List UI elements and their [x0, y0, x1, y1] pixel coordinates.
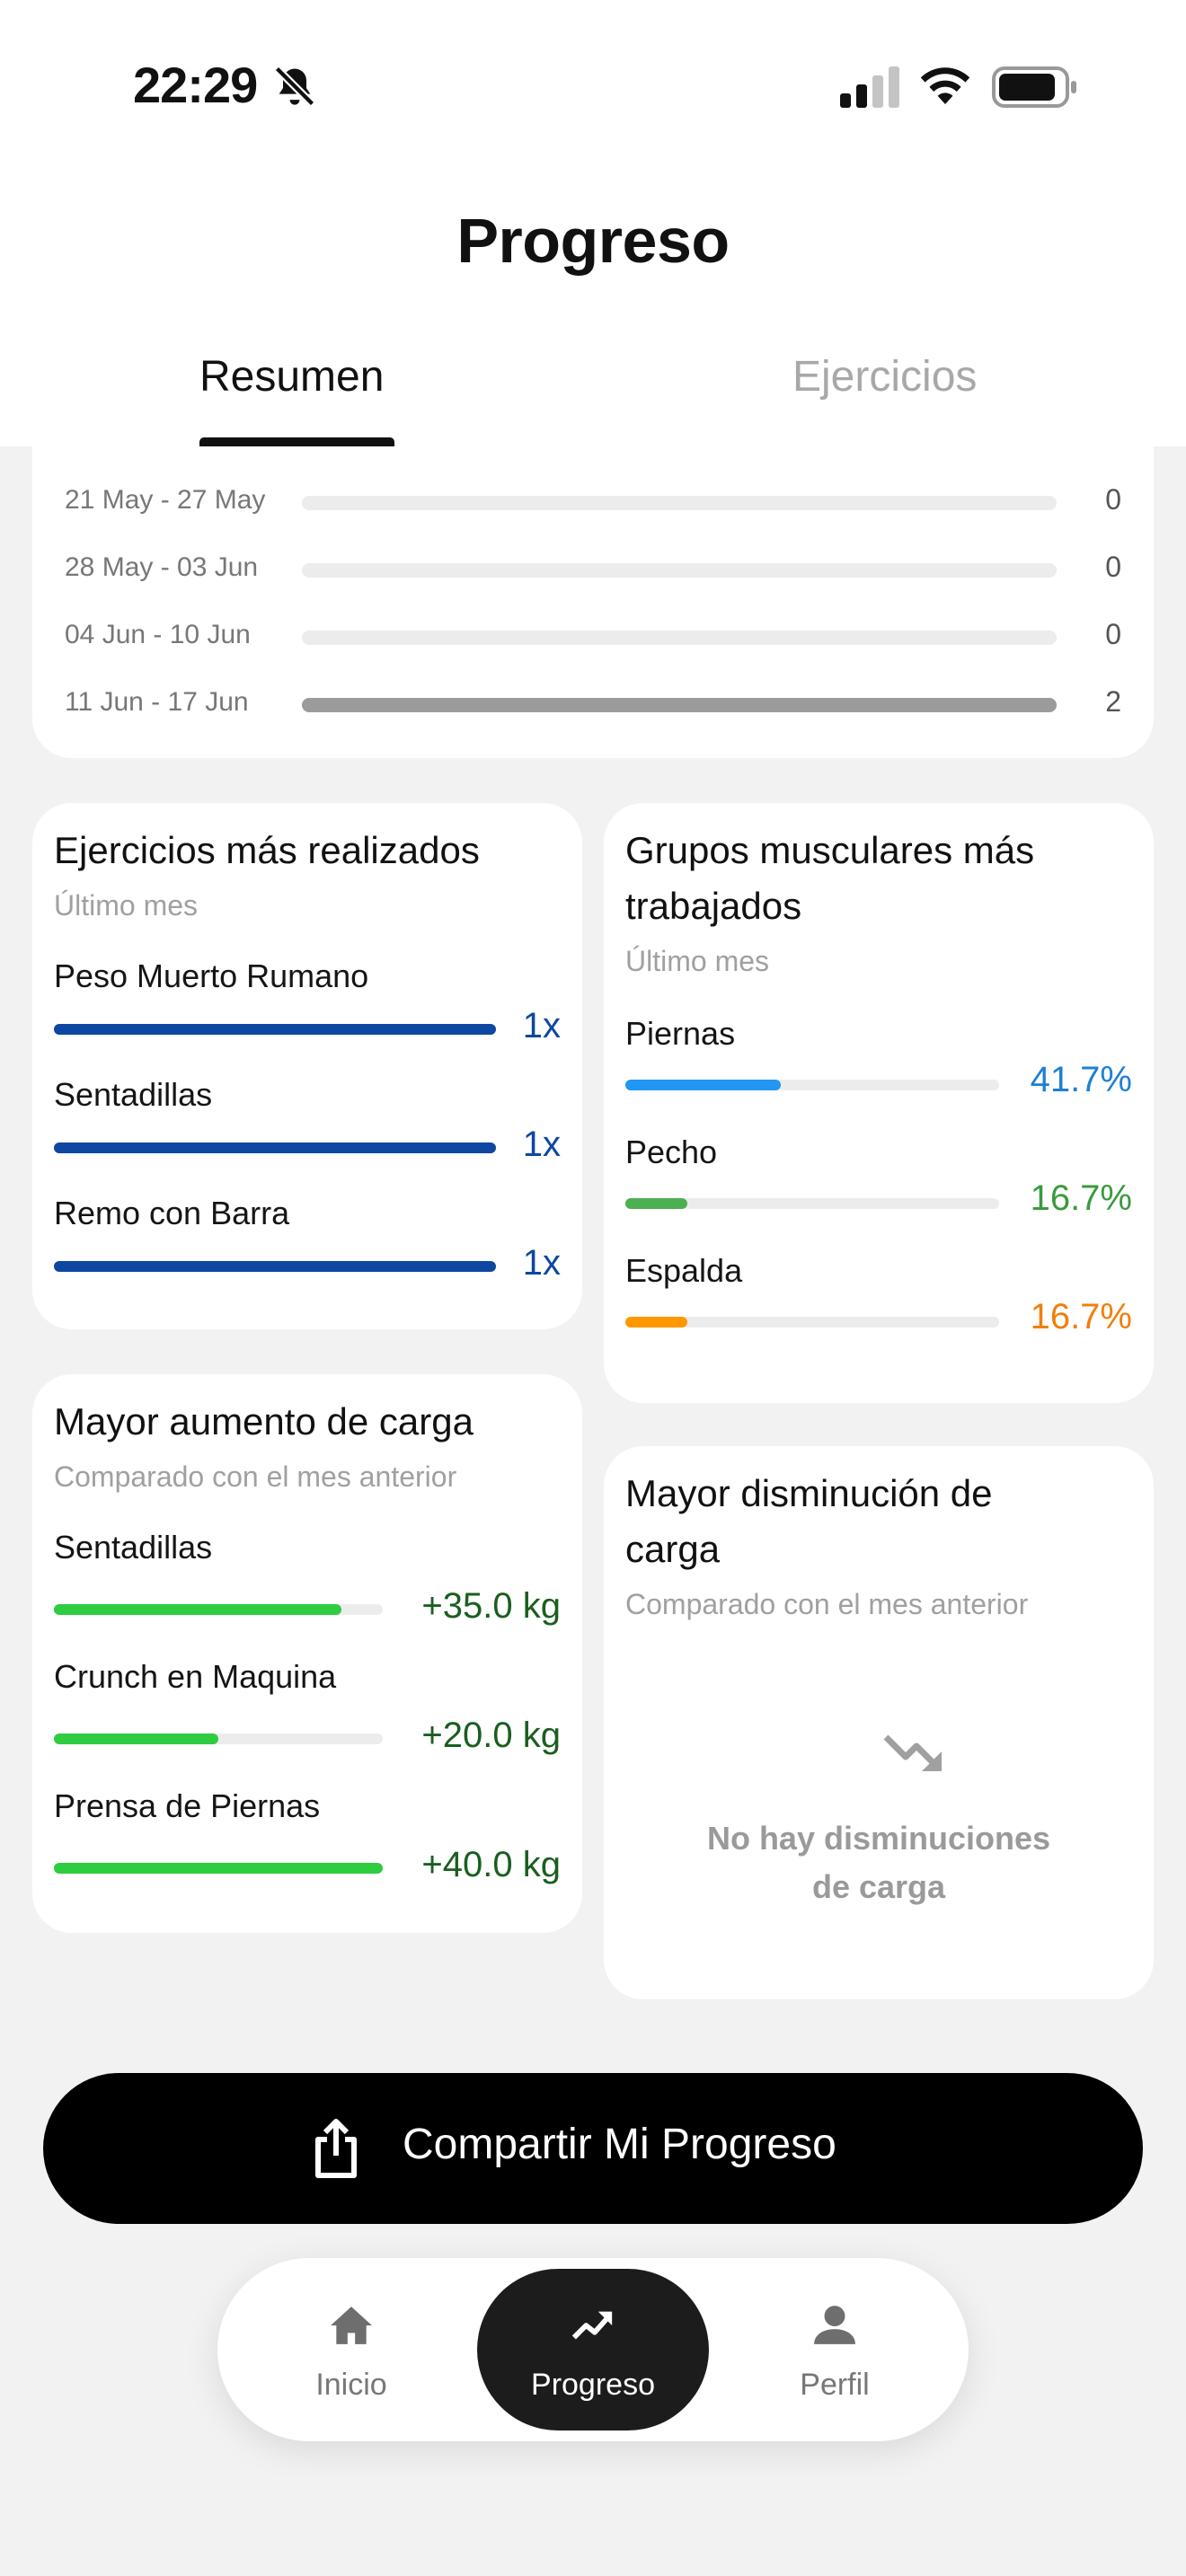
- tab-resumen[interactable]: Resumen: [199, 353, 385, 401]
- card-title: Ejercicios más realizados: [54, 829, 480, 871]
- load-decrease-card: Mayor disminución de carga Comparado con…: [604, 1446, 1154, 1999]
- card-title-line1: Grupos musculares más: [625, 829, 1035, 871]
- empty-state-text: No hay disminuciones de carga: [604, 1814, 1154, 1911]
- week-count: 0: [1105, 483, 1121, 516]
- muscle-percent: 16.7%: [1030, 1178, 1132, 1218]
- week-label: 04 Jun - 10 Jun: [65, 620, 251, 649]
- card-subtitle: Último mes: [625, 945, 770, 977]
- exercise-name: Remo con Barra: [54, 1195, 290, 1231]
- muscle-bar-fill: [625, 1080, 782, 1090]
- trending-up-icon: [571, 2311, 613, 2340]
- card-subtitle: Comparado con el mes anterior: [625, 1588, 1029, 1620]
- exercise-bar-fill: [54, 1261, 496, 1272]
- top-exercises-card: Ejercicios más realizados Último mes Pes…: [32, 803, 582, 1329]
- muscle-groups-card: Grupos musculares más trabajados Último …: [604, 803, 1154, 1403]
- bottom-nav: Inicio Progreso Perfil: [217, 2258, 969, 2441]
- week-label: 28 May - 03 Jun: [65, 552, 259, 582]
- muscle-percent: 41.7%: [1030, 1060, 1132, 1099]
- week-row: 11 Jun - 17 Jun 2: [32, 685, 1154, 723]
- week-bar-fill: [302, 698, 1057, 712]
- increase-bar-track: [54, 1863, 383, 1874]
- exercise-count: 1x: [522, 1125, 561, 1164]
- week-row: 21 May - 27 May 0: [32, 483, 1154, 521]
- bell-muted-icon: [274, 66, 315, 107]
- weekly-summary-card: 21 May - 27 May 0 28 May - 03 Jun 0 04 J…: [32, 395, 1154, 758]
- muscle-bar-track: [625, 1317, 999, 1328]
- muscle-bar-track: [625, 1080, 999, 1090]
- week-label: 21 May - 27 May: [65, 485, 266, 515]
- exercise-bar-track: [54, 1024, 496, 1035]
- week-row: 04 Jun - 10 Jun 0: [32, 618, 1154, 656]
- increase-bar-fill: [54, 1863, 383, 1874]
- increase-bar-track: [54, 1734, 383, 1744]
- muscle-name: Piernas: [625, 1015, 736, 1052]
- header: 22:29 Progreso Resumen Ejercicios: [0, 0, 1186, 446]
- share-icon: [315, 2119, 357, 2178]
- muscle-name: Pecho: [625, 1134, 718, 1170]
- exercise-bar-fill: [54, 1142, 496, 1153]
- empty-line2: de carga: [811, 1868, 946, 1905]
- home-icon: [331, 2307, 372, 2344]
- increase-bar-fill: [54, 1604, 342, 1615]
- increase-bar-fill: [54, 1734, 218, 1744]
- nav-item-inicio[interactable]: Inicio: [235, 2269, 467, 2430]
- tab-ejercicios[interactable]: Ejercicios: [792, 353, 978, 401]
- week-count: 0: [1105, 618, 1121, 650]
- card-title-line2: trabajados: [625, 885, 802, 927]
- exercise-name: Crunch en Maquina: [54, 1658, 337, 1695]
- card-subtitle: Último mes: [54, 889, 199, 922]
- week-label: 11 Jun - 17 Jun: [65, 687, 249, 717]
- person-icon: [814, 2306, 855, 2344]
- exercise-count: 1x: [522, 1243, 561, 1283]
- week-bar-track: [302, 496, 1057, 510]
- muscle-percent: 16.7%: [1030, 1297, 1132, 1337]
- increase-value: +35.0 kg: [421, 1586, 561, 1626]
- signal-icon: [840, 66, 899, 108]
- week-count: 0: [1105, 551, 1121, 583]
- wifi-icon: [920, 67, 970, 104]
- nav-label: Progreso: [531, 2368, 655, 2402]
- card-title-line1: Mayor disminución de: [625, 1472, 993, 1514]
- nav-label: Perfil: [800, 2368, 870, 2402]
- load-increase-card: Mayor aumento de carga Comparado con el …: [32, 1374, 582, 1933]
- empty-line1: No hay disminuciones: [706, 1820, 1051, 1857]
- muscle-bar-fill: [625, 1198, 688, 1209]
- share-progress-button[interactable]: Compartir Mi Progreso: [43, 2073, 1143, 2224]
- card-title: Mayor aumento de carga: [54, 1400, 474, 1442]
- card-title-line2: carga: [625, 1528, 721, 1570]
- muscle-name: Espalda: [625, 1252, 743, 1289]
- increase-bar-track: [54, 1604, 383, 1615]
- increase-value: +20.0 kg: [421, 1716, 561, 1755]
- exercise-count: 1x: [522, 1006, 561, 1045]
- exercise-name: Sentadillas: [54, 1529, 213, 1566]
- battery-icon: [992, 66, 1076, 108]
- nav-item-progreso[interactable]: Progreso: [477, 2269, 709, 2430]
- increase-value: +40.0 kg: [421, 1845, 561, 1884]
- nav-label: Inicio: [315, 2368, 387, 2402]
- exercise-name: Peso Muerto Rumano: [54, 957, 369, 994]
- week-count: 2: [1105, 685, 1121, 718]
- share-button-label: Compartir Mi Progreso: [403, 2121, 836, 2168]
- week-bar-track: [302, 563, 1057, 578]
- exercise-name: Prensa de Piernas: [54, 1787, 321, 1824]
- muscle-bar-track: [625, 1198, 999, 1209]
- exercise-bar-fill: [54, 1024, 496, 1035]
- exercise-bar-track: [54, 1142, 496, 1153]
- trending-down-icon: [883, 1734, 942, 1771]
- week-row: 28 May - 03 Jun 0: [32, 551, 1154, 588]
- nav-item-perfil[interactable]: Perfil: [719, 2269, 951, 2430]
- exercise-bar-track: [54, 1261, 496, 1272]
- week-bar-track: [302, 631, 1057, 645]
- card-subtitle: Comparado con el mes anterior: [54, 1460, 457, 1493]
- page-title: Progreso: [456, 206, 730, 276]
- week-bar-track: [302, 698, 1057, 712]
- exercise-name: Sentadillas: [54, 1076, 213, 1113]
- muscle-bar-fill: [625, 1317, 688, 1328]
- status-time: 22:29: [133, 57, 258, 113]
- active-tab-indicator: [199, 437, 394, 446]
